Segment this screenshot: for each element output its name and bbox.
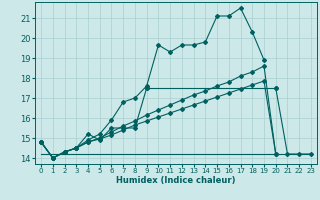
X-axis label: Humidex (Indice chaleur): Humidex (Indice chaleur) (116, 176, 236, 185)
